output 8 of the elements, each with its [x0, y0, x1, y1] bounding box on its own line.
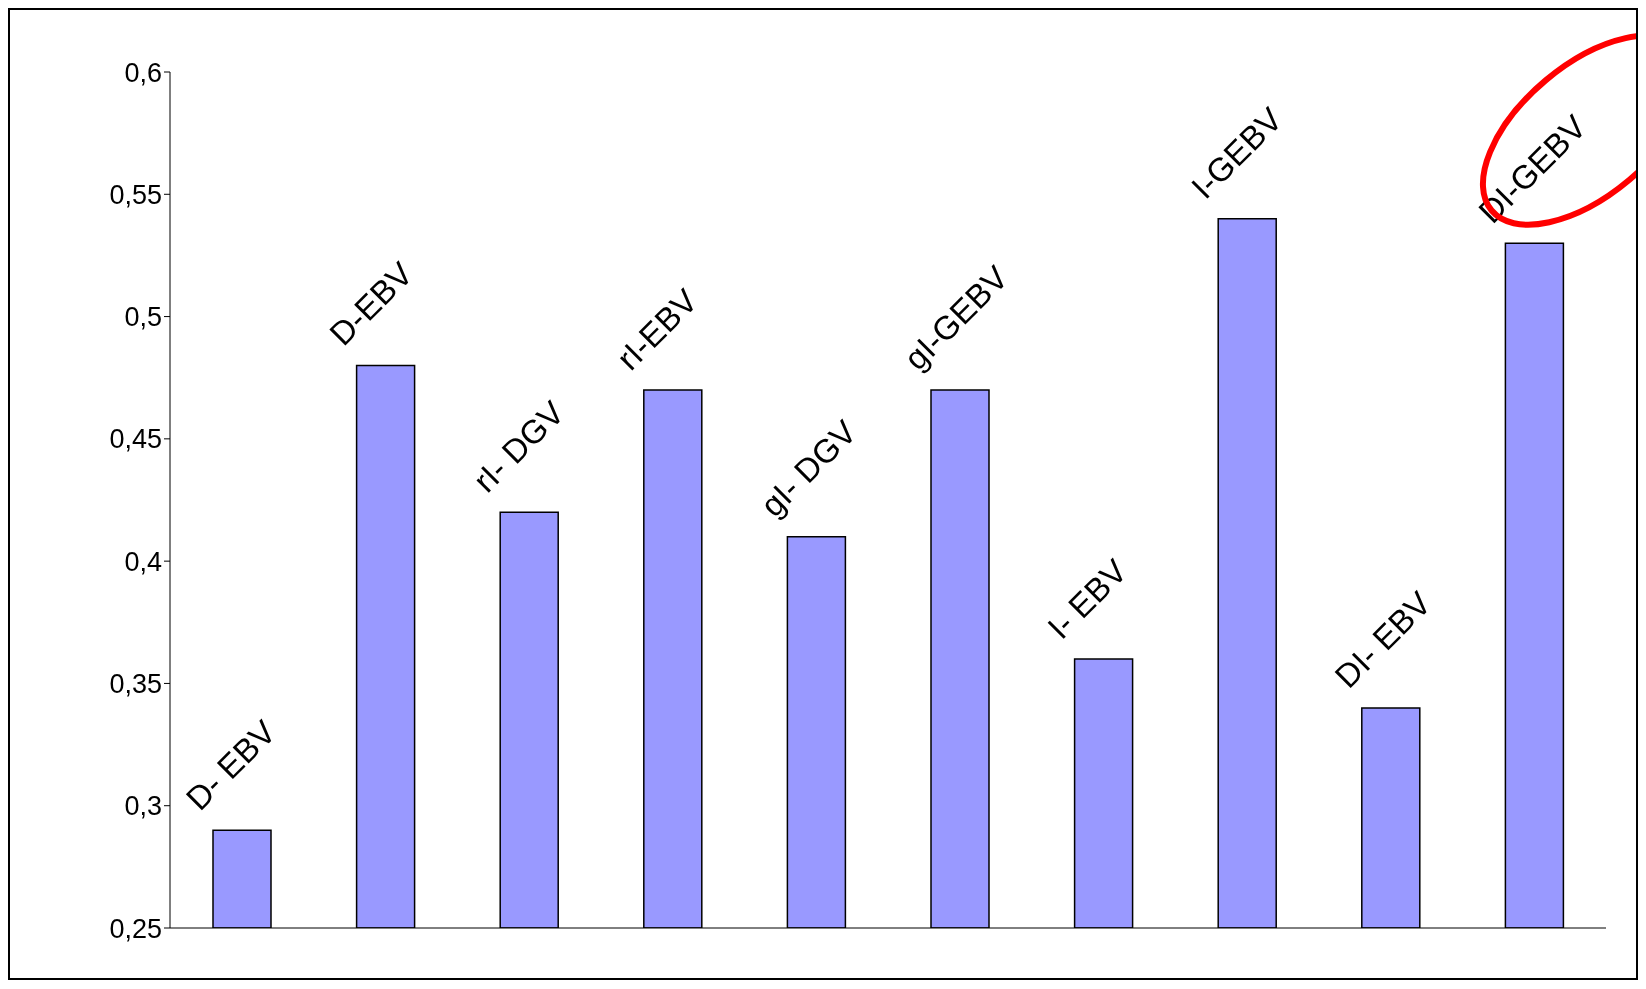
- y-tick-label: 0,3: [124, 791, 162, 822]
- y-tick-label: 0,5: [124, 302, 162, 333]
- y-tick-label: 0,6: [124, 57, 162, 88]
- y-tick-label: 0,45: [109, 424, 162, 455]
- y-tick-label: 0,55: [109, 179, 162, 210]
- y-tick-label: 0,35: [109, 669, 162, 700]
- y-tick-label: 0,25: [109, 913, 162, 944]
- y-tick-label: 0,4: [124, 546, 162, 577]
